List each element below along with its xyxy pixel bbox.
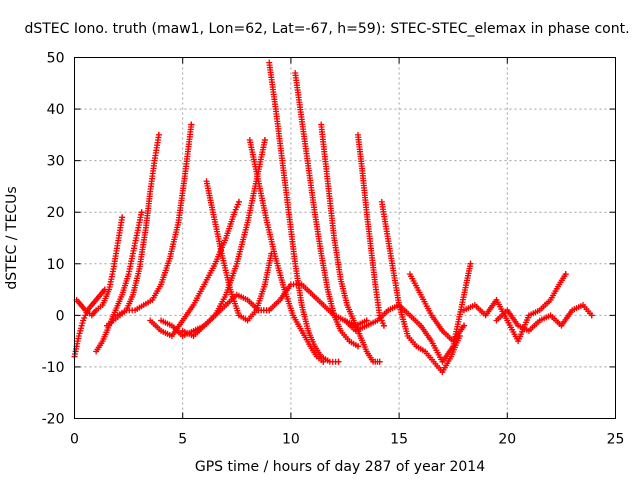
y-tick-label: 50 (47, 51, 65, 67)
series-2 (93, 209, 145, 355)
x-tick-label: 0 (70, 432, 79, 448)
x-axis-label: GPS time / hours of day 287 of year 2014 (195, 459, 485, 475)
x-tick-label: 20 (498, 432, 516, 448)
tick-labels: 0 5 10 15 20 25 -20 -10 0 10 20 30 40 50 (42, 51, 625, 448)
data-point (467, 260, 474, 267)
axis-ticks (74, 57, 616, 419)
x-tick-label: 5 (178, 432, 187, 448)
y-tick-label: 0 (56, 308, 65, 324)
plot-frame (74, 57, 616, 419)
y-tick-label: 30 (47, 154, 65, 170)
y-tick-label: 20 (47, 205, 65, 221)
data-point (354, 343, 361, 350)
x-tick-label: 25 (607, 432, 625, 448)
x-tick-label: 15 (390, 432, 408, 448)
series-10 (266, 59, 342, 365)
y-tick-label: -20 (42, 412, 65, 428)
x-tick-label: 10 (282, 432, 300, 448)
data-point (119, 214, 126, 221)
chart-title: dSTEC Iono. truth (maw1, Lon=62, Lat=-67… (24, 21, 629, 37)
series-19 (493, 302, 595, 334)
data-point (335, 358, 342, 365)
data-marks (71, 59, 595, 376)
series-13 (354, 131, 387, 329)
series-14 (255, 281, 370, 329)
data-point (376, 358, 383, 365)
series-9 (246, 137, 327, 365)
series-3 (103, 131, 162, 329)
data-point (363, 317, 370, 324)
data-point (235, 198, 242, 205)
series-1 (73, 214, 126, 319)
data-point (588, 312, 595, 319)
grid (74, 57, 616, 419)
series-18 (461, 271, 569, 345)
data-point (155, 131, 162, 138)
data-point (380, 322, 387, 329)
series-4 (114, 121, 195, 319)
data-point (188, 121, 195, 128)
series-7 (203, 178, 275, 324)
y-tick-label: 10 (47, 257, 65, 273)
series-17 (406, 271, 468, 345)
data-point (138, 209, 145, 216)
data-point (261, 137, 268, 144)
data-point (461, 322, 468, 329)
y-tick-label: -10 (42, 360, 65, 376)
y-tick-label: 40 (47, 102, 65, 118)
y-axis-label: dSTEC / TECUs (4, 186, 20, 289)
data-point (562, 271, 569, 278)
series-11 (292, 69, 361, 350)
